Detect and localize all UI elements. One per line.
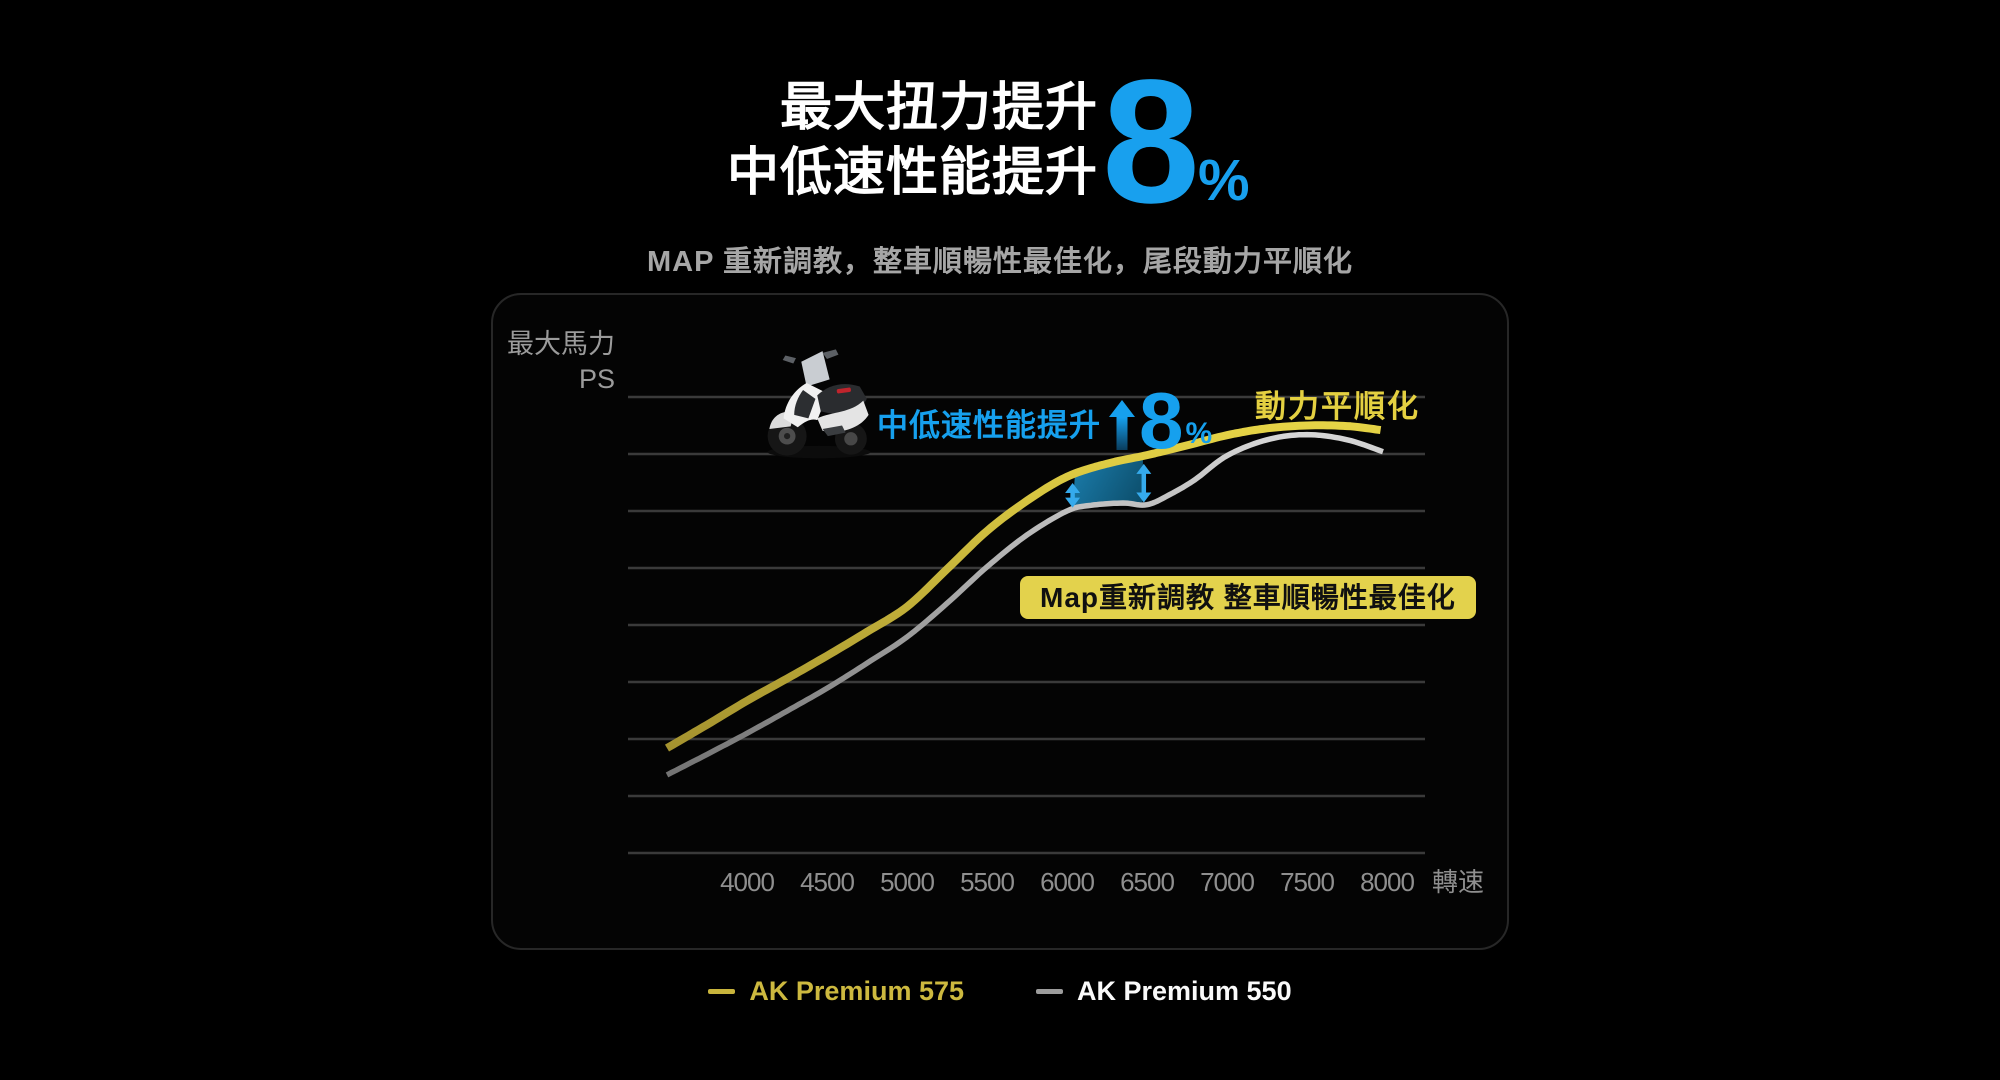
rear-body bbox=[817, 400, 869, 432]
gap-arrow-head bbox=[1065, 497, 1081, 508]
chart-legend: AK Premium 575 AK Premium 550 bbox=[0, 976, 2000, 1007]
gap-arrow-head bbox=[1065, 482, 1081, 493]
power-curve-chart: 4000 4500 5000 5500 6000 6500 7000 7500 8000 轉速 bbox=[628, 395, 1484, 897]
x-tick-label: 5500 bbox=[960, 867, 1014, 897]
title-lines: 最大扭力提升 中低速性能提升 bbox=[727, 76, 1098, 206]
x-axis-unit-label: 轉速 bbox=[1432, 867, 1484, 897]
legend-item-550: AK Premium 550 bbox=[1036, 976, 1292, 1007]
title-line-2: 中低速性能提升 bbox=[726, 144, 1098, 202]
chart-panel: 4000 4500 5000 5500 6000 6500 7000 7500 8000 轉速 最… bbox=[491, 293, 1509, 950]
legend-dash-550 bbox=[1036, 989, 1063, 994]
windscreen bbox=[801, 351, 830, 387]
boost-annotation-text: 中低速性能提升 bbox=[877, 408, 1101, 443]
page-title: 最大扭力提升 中低速性能提升 8 % bbox=[727, 54, 1250, 230]
title-line-1: 最大扭力提升 bbox=[779, 79, 1098, 137]
x-tick-label: 8000 bbox=[1360, 867, 1414, 897]
y-axis-label-line2: PS bbox=[578, 364, 615, 394]
x-tick-label: 5000 bbox=[880, 867, 934, 897]
x-tick-label: 4500 bbox=[800, 867, 854, 897]
smoothness-annotation: 動力平順化 bbox=[1255, 389, 1420, 424]
gap-arrow-head bbox=[1136, 492, 1152, 503]
subtitle: MAP 重新調教，整車順暢性最佳化，尾段動力平順化 bbox=[647, 246, 1353, 278]
legend-label-575: AK Premium 575 bbox=[749, 976, 964, 1006]
map-tuning-badge: Map重新調教 整車順暢性最佳化 bbox=[1020, 576, 1476, 619]
y-axis-label: 最大馬力 PS bbox=[499, 327, 615, 397]
legend-dash-575 bbox=[708, 989, 736, 994]
highlight-percentage-unit: % bbox=[1198, 148, 1250, 213]
gap-arrow-head bbox=[1136, 463, 1152, 474]
x-tick-label: 4000 bbox=[720, 867, 774, 897]
y-axis-label-line1: 最大馬力 bbox=[507, 329, 615, 359]
curve-ak-premium-575 bbox=[664, 421, 1383, 752]
x-tick-label: 6500 bbox=[1120, 867, 1174, 897]
curve-ak-premium-550 bbox=[665, 431, 1384, 778]
scooter-image bbox=[767, 349, 871, 459]
boost-annotation-value: 8 bbox=[1139, 376, 1184, 465]
highlight-percentage-value: 8 bbox=[1102, 44, 1200, 240]
x-tick-label: 7000 bbox=[1200, 867, 1254, 897]
x-tick-label: 6000 bbox=[1040, 867, 1094, 897]
boost-annotation-unit: % bbox=[1185, 417, 1213, 450]
x-tick-label: 7500 bbox=[1280, 867, 1334, 897]
boost-annotation: 中低速性能提升 8 % bbox=[877, 376, 1213, 465]
legend-item-575: AK Premium 575 bbox=[708, 976, 964, 1007]
up-arrow-icon bbox=[1109, 400, 1135, 450]
legend-label-550: AK Premium 550 bbox=[1077, 976, 1292, 1006]
